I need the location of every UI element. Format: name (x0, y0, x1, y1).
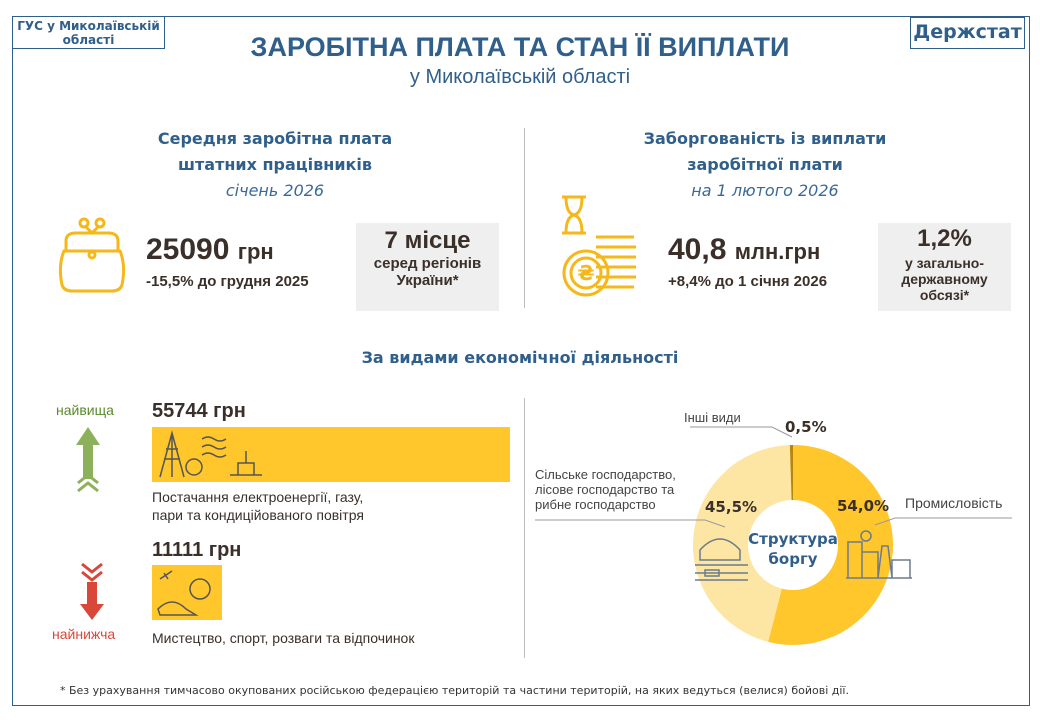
slice-other (789, 445, 793, 501)
leader-line-agri (535, 519, 726, 528)
lowest-value: 11111 грн (152, 539, 242, 561)
debt-heading-line1: Заборгованість із виплати (643, 129, 887, 148)
debt-value: 40,8 (668, 233, 727, 266)
share-box: 1,2% у загально- державному обсязі* (878, 223, 1011, 311)
wage-heading-line2: штатних працівників (178, 155, 372, 174)
rank-box: 7 місце серед регіонів України* (356, 223, 499, 311)
footnote: * Без урахування тимчасово окупованих ро… (60, 684, 849, 697)
lowest-bar (152, 565, 222, 620)
donut-center-label: Структура (748, 530, 838, 548)
hourglass-coins-icon: ₴ (562, 195, 636, 297)
debt-change: +8,4% до 1 січня 2026 (668, 273, 828, 290)
value-label-agriculture: 45,5% (705, 498, 758, 516)
factory-icon (846, 530, 912, 579)
purse-icon (58, 217, 126, 293)
arrow-down-icon (80, 562, 104, 620)
debt-period: на 1 лютого 2026 (691, 181, 839, 200)
arrow-up-icon (76, 427, 100, 493)
debt-unit: млн.грн (734, 239, 821, 264)
share-text-3: обсязі* (919, 287, 970, 303)
slice-agriculture (693, 445, 792, 642)
highest-name-line2: пари та кондиційованого повітря (152, 507, 364, 523)
share-text-2: державному (901, 271, 988, 287)
energy-icon (159, 430, 262, 478)
page-title: ЗАРОБІТНА ПЛАТА ТА СТАН ЇЇ ВИПЛАТИ (250, 32, 790, 62)
leader-line-industry (874, 517, 1012, 526)
wage-heading-line1: Середня заробітна плата (157, 129, 393, 148)
infographic-frame (12, 16, 1030, 706)
divider-2 (524, 398, 525, 658)
highest-name-line1: Постачання електроенергії, газу, (152, 489, 364, 505)
divider (524, 128, 525, 308)
label-agriculture-line3: рибне господарство (535, 497, 656, 512)
highest-bar (152, 427, 510, 482)
lowest-name: Мистецтво, спорт, розваги та відпочинок (152, 630, 415, 646)
farm-icon (695, 538, 748, 581)
wage-period: січень 2026 (225, 181, 325, 200)
value-label-other: 0,5% (785, 418, 827, 436)
value-label-industry: 54,0% (837, 497, 890, 515)
highest-value: 55744 грн (152, 400, 246, 422)
wage-value: 25090 (146, 233, 230, 266)
share-text-1: у загально- (904, 255, 985, 271)
activities-heading: За видами економічної діяльності (361, 348, 679, 367)
label-industry: Промисловість (905, 495, 1003, 511)
label-agriculture-line1: Сільське господарство, (535, 467, 676, 482)
share-value: 1,2% (917, 225, 972, 252)
wage-unit: грн (237, 239, 274, 264)
debt-heading: Заборгованість із виплати заробітної пла… (600, 126, 930, 204)
highest-name: Постачання електроенергії, газу, пари та… (152, 488, 364, 524)
leader-line-other (690, 426, 793, 438)
brand-logo: Держстат (910, 17, 1025, 49)
sport-icon (157, 570, 211, 616)
debt-structure-donut: Структура боргу (535, 426, 1012, 645)
debt-heading-line2: заробітної плати (687, 155, 843, 174)
org-label: ГУС у Миколаївській області (12, 16, 165, 49)
rank-text-2: України* (396, 272, 459, 289)
wage-heading: Середня заробітна плата штатних працівни… (110, 126, 440, 204)
label-agriculture: Сільське господарство, лісове господарст… (535, 467, 676, 512)
highest-label: найвища (56, 402, 114, 418)
label-other: Інші види (684, 410, 741, 425)
rank-text: серед регіонів (373, 255, 482, 272)
label-agriculture-line2: лісове господарство та (535, 482, 675, 497)
donut-center-label-2: боргу (768, 550, 817, 568)
svg-text:₴: ₴ (577, 261, 594, 285)
wage-change: -15,5% до грудня 2025 (146, 273, 309, 290)
page-subtitle: у Миколаївській області (409, 66, 631, 88)
slice-industry (768, 445, 894, 645)
rank-value: 7 місце (384, 227, 471, 254)
lowest-label: найнижча (52, 626, 116, 642)
